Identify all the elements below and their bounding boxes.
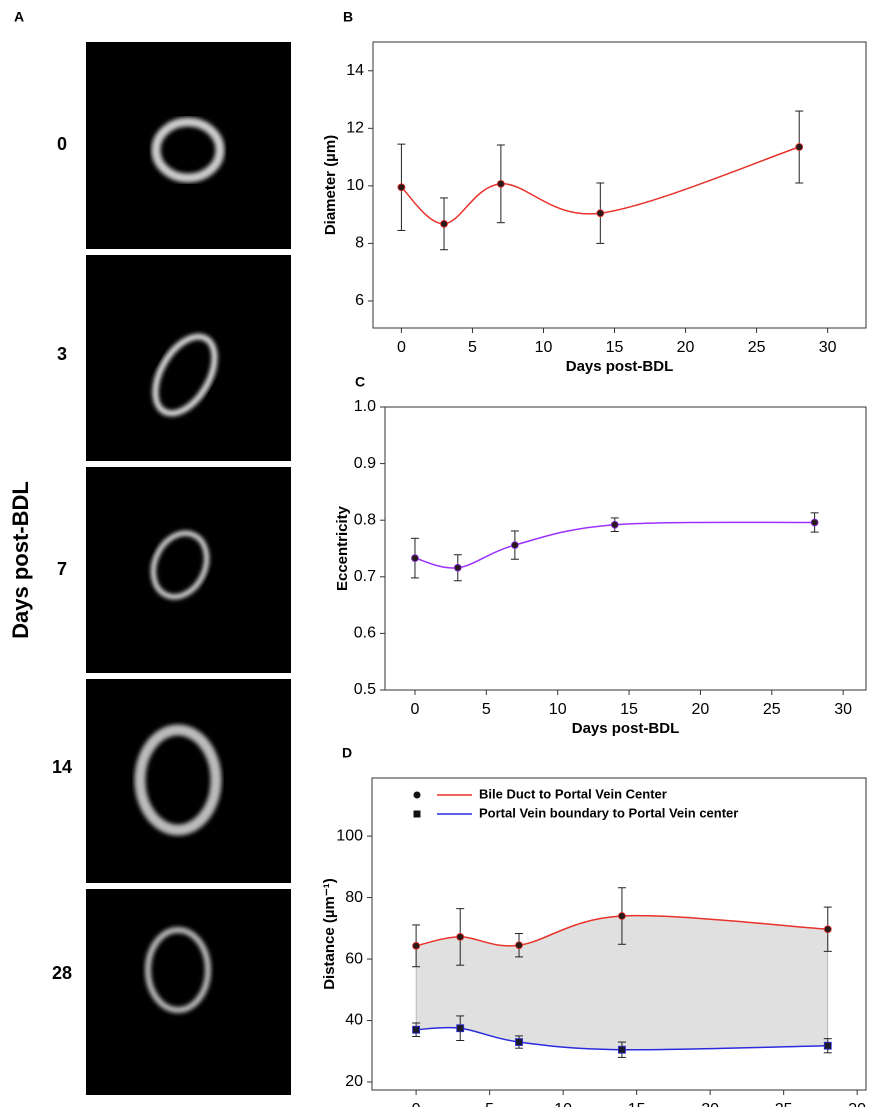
series-line [416,1026,828,1051]
x-tick-label: 0 [412,1101,421,1107]
x-tick-label: 10 [554,1101,572,1107]
chart: 0 5 10 15 20 25 30 6 8 10 12 14 Days post-BDL Diamete… [322,9,867,375]
y-tick-label: 80 [345,889,363,906]
chart: 05101520253020406080100Days post-BDLDist… [321,745,867,1112]
y-tick-label: 8 [355,235,364,252]
x-axis-label: Days post-BDL [572,720,680,737]
y-tick-label: 0.7 [354,568,376,585]
point [510,541,519,550]
x-tick-label: 10 [535,339,553,356]
y-tick-label: 1.0 [354,398,376,415]
point [618,1045,626,1054]
point [596,209,605,218]
point [411,554,419,563]
y-tick-label: 6 [355,292,364,309]
duct-outline [152,333,218,417]
point [440,219,448,228]
point [412,1025,421,1034]
x-tick-label: 30 [848,1101,866,1107]
panel-label: D [342,745,352,761]
panel-label: B [343,9,353,25]
micrograph [86,889,291,1095]
micrograph [86,467,291,673]
y-tick-label: 0.5 [354,681,376,698]
panel-label: C [355,374,365,390]
y-axis-label: Diameter (µm) [322,135,339,235]
duct-outline [150,530,210,600]
y-tick-label: 100 [336,827,363,844]
x-tick-label: 20 [701,1101,719,1107]
point [810,518,819,527]
duct-outline [145,927,211,1013]
y-tick-label: 20 [345,1073,363,1090]
y-tick-label: 12 [346,120,364,137]
x-tick-label: 0 [397,339,406,356]
point [618,912,626,920]
plot-frame [372,41,867,329]
point [795,143,804,151]
x-tick-label: 15 [628,1101,646,1107]
row-label: 14 [52,757,72,777]
y-tick-label: 10 [346,177,364,194]
duct-outline [134,724,222,836]
point [456,1024,465,1033]
plot-frame [384,406,867,691]
x-tick-label: 5 [482,701,491,718]
plot-frame [371,777,867,1091]
x-tick-label: 0 [411,701,420,718]
y-tick-label: 14 [346,62,364,79]
point [412,941,421,950]
y-tick-label: 0.6 [354,625,376,642]
x-tick-label: 5 [485,1101,494,1107]
point [397,183,406,192]
row-label: 3 [57,344,67,364]
duct-outline [151,117,225,183]
y-tick-label: 0.8 [354,511,376,528]
x-axis-label: Days post-BDL [566,358,674,375]
legend-marker [413,791,421,799]
point [496,179,505,188]
x-tick-label: 25 [748,339,766,356]
x-tick-label: 20 [692,701,710,718]
series-line [415,914,828,947]
point [823,1041,832,1050]
x-tick-label: 15 [620,701,638,718]
x-tick-label: 10 [549,701,567,718]
micrograph [86,679,291,883]
y-axis-label: Eccentricity [334,505,351,591]
point [515,941,523,950]
x-tick-label: 25 [763,701,781,718]
x-tick-label: 30 [834,701,852,718]
legend-label: Portal Vein boundary to Portal Vein cent… [479,805,738,820]
x-tick-label: 5 [468,339,477,356]
legend-label: Bile Duct to Portal Vein Center [479,786,667,801]
axis-label: Days post-BDL [8,481,33,639]
row-label: 0 [57,134,67,154]
panel-label: A [14,9,24,25]
row-label: 28 [52,963,72,983]
point [610,520,619,529]
point [456,933,465,941]
y-tick-label: 0.9 [354,455,376,472]
point [823,925,832,934]
x-tick-label: 25 [775,1101,793,1107]
x-tick-label: 30 [819,339,837,356]
micrograph [86,255,291,461]
row-label: 7 [57,559,67,579]
y-tick-label: 60 [345,950,363,967]
x-tick-label: 15 [606,339,624,356]
micrograph [86,42,291,249]
series-line [414,521,815,569]
y-tick-label: 40 [345,1012,363,1029]
legend-marker [413,810,421,818]
image-column [86,42,291,1095]
point [453,563,462,572]
y-axis-label: Distance (µm⁻¹) [321,878,338,990]
x-tick-label: 20 [677,339,695,356]
chart: 0 5 10 15 20 25 30 0.5 0.6 0.7 0.8 0.9 1.0 Days post-… [334,374,867,737]
point [515,1038,523,1046]
